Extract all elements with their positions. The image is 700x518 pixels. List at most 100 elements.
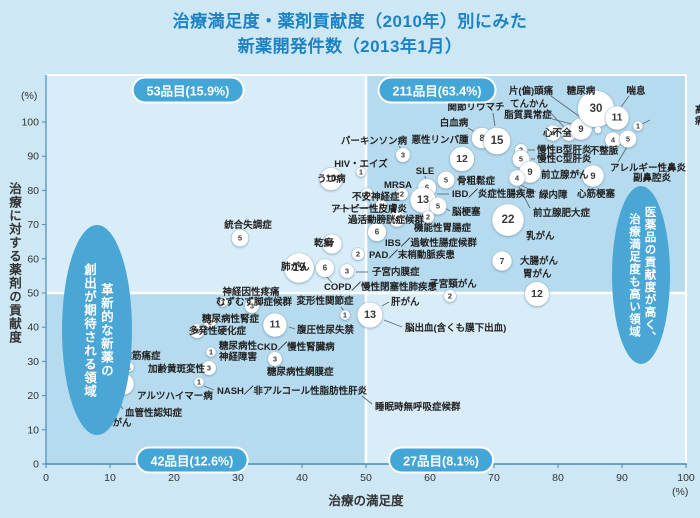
bubble-count: 5 — [436, 202, 440, 211]
point-label: 高尿酸血症・痛風 — [694, 104, 700, 127]
point-label: 胃がん — [523, 268, 552, 280]
bubble — [491, 203, 525, 237]
region-note-left: 革新的な新薬の 創出が期待される領域 — [62, 225, 132, 435]
bubble-count: 4 — [395, 215, 400, 224]
leader-line — [326, 276, 333, 284]
point-label: 血管性認知症 — [125, 407, 183, 419]
bubble — [388, 210, 406, 228]
bubble-count: 13 — [364, 309, 376, 321]
point-label: 関節リウマチ — [447, 101, 504, 113]
point-label: パーキンソン病 — [341, 135, 408, 147]
leader-line — [519, 184, 537, 193]
bubble — [201, 360, 217, 376]
y-tick-label: 70 — [27, 219, 39, 231]
point-label: 糖尿病性神経障害 — [219, 340, 258, 363]
bubble-count: 2 — [379, 202, 383, 211]
bubble — [436, 170, 456, 190]
region-note-right: 医薬品の貢献度が高く、 治療満足度も高い領域 — [612, 186, 670, 364]
bubble-count: 5 — [238, 234, 242, 243]
bubble-count: 3 — [250, 302, 254, 311]
point-label: 脳梗塞 — [451, 206, 481, 218]
leader-line — [288, 326, 296, 330]
bubble-count: 4 — [611, 136, 616, 145]
bubble-count: 7 — [500, 256, 505, 266]
bubble — [319, 167, 343, 191]
y-tick-label: 0 — [33, 459, 39, 471]
point-label: 神経因性疼痛 — [222, 286, 280, 298]
bubble-count: 4 — [567, 129, 572, 138]
y-axis-title: 治療に対する薬剤の貢献度 — [7, 182, 21, 344]
point-label: 不整脈 — [590, 145, 619, 157]
leader-line — [570, 170, 585, 175]
point-label: 骨粗鬆症 — [457, 175, 496, 187]
x-tick-label: 20 — [168, 472, 180, 484]
bubble — [604, 105, 630, 131]
bubble — [244, 298, 260, 314]
bubble — [508, 169, 526, 187]
bubble-count: 1 — [221, 298, 225, 307]
point-label: CKD／慢性腎臓病 — [257, 341, 335, 353]
point-label: 機能性胃腸症 — [414, 222, 472, 234]
x-tick-label: 40 — [296, 472, 308, 484]
bubble-count: 10 — [326, 174, 337, 185]
point-label: 心不全 — [543, 127, 572, 139]
point-label: 子宮頸がん — [429, 278, 477, 290]
bubble-count: 19 — [293, 262, 306, 274]
bubble-count: 2 — [400, 190, 404, 199]
point-label: 肺がん — [280, 261, 310, 273]
bubble — [367, 222, 387, 242]
region-note-left-line2: 創出が期待される領域 — [82, 262, 96, 398]
point-label: 多発性硬化症 — [189, 325, 247, 337]
leader-line — [383, 319, 403, 328]
y-tick-label: 10 — [27, 424, 39, 436]
leader-line — [620, 95, 630, 108]
bubble-count: 13 — [417, 194, 429, 206]
point-label: 悪性リンパ腫 — [411, 134, 469, 146]
bubble — [395, 147, 411, 163]
bubble-count: 5 — [444, 176, 448, 185]
point-label: 脳出血(含くも膜下出血) — [404, 322, 506, 334]
bubble-count: 6 — [323, 264, 328, 273]
y-tick-label: 20 — [27, 390, 39, 402]
x-tick-label: 70 — [488, 472, 500, 484]
chart-title: 治療満足度・薬剤貢献度（2010年）別にみた 新薬開発件数（2013年1月） — [0, 10, 700, 59]
leader-line — [381, 301, 390, 307]
point-label: IBD／炎症性腸疾患 — [452, 188, 535, 200]
bubble-count: 30 — [590, 103, 603, 115]
region-note-left-line1: 革新的な新薬の — [98, 282, 113, 378]
leader-line — [617, 146, 628, 163]
x-tick-label: 60 — [424, 472, 436, 484]
point-label: SLE — [416, 166, 434, 177]
bubble — [339, 263, 355, 279]
point-label: 子宮内膜症 — [372, 266, 420, 278]
bubble-count: 4 — [515, 174, 520, 183]
leader-line — [641, 119, 651, 125]
point-label: 緑内障 — [539, 189, 568, 201]
point-label: NASH／非アルコール性脂肪性肝炎 — [217, 385, 368, 397]
bubble — [230, 228, 250, 248]
bubble-count: 3 — [207, 364, 211, 373]
bubble-count: 3 — [273, 355, 277, 364]
bubble-count: 2 — [365, 190, 369, 199]
point-label: 乾癬 — [314, 237, 334, 249]
bubble-count: 22 — [502, 214, 515, 226]
point-label: 不安神経症 — [352, 191, 400, 203]
bubble-count: 11 — [270, 320, 281, 331]
bubble-count: 11 — [612, 113, 623, 124]
bubble — [491, 250, 513, 272]
point-label: HIV・エイズ — [334, 158, 388, 170]
bubble-count: 8 — [480, 133, 485, 143]
bubble — [360, 187, 374, 201]
bubble — [395, 187, 409, 201]
x-axis-unit: (%) — [672, 486, 689, 498]
bubble — [283, 252, 315, 284]
leader-line — [332, 206, 375, 210]
bubble-count: 12 — [531, 288, 543, 300]
chart-title-line1: 治療満足度・薬剤貢献度（2010年）別にみた — [172, 12, 528, 31]
quadrant-count-bottom-left: 42品目(12.6%) — [135, 446, 249, 474]
quadrant-count-top-left: 53品目(15.9%) — [131, 76, 245, 104]
bubble-count: 9 — [578, 124, 583, 134]
bubble-count: 4 — [551, 129, 556, 138]
bubble — [217, 296, 229, 308]
